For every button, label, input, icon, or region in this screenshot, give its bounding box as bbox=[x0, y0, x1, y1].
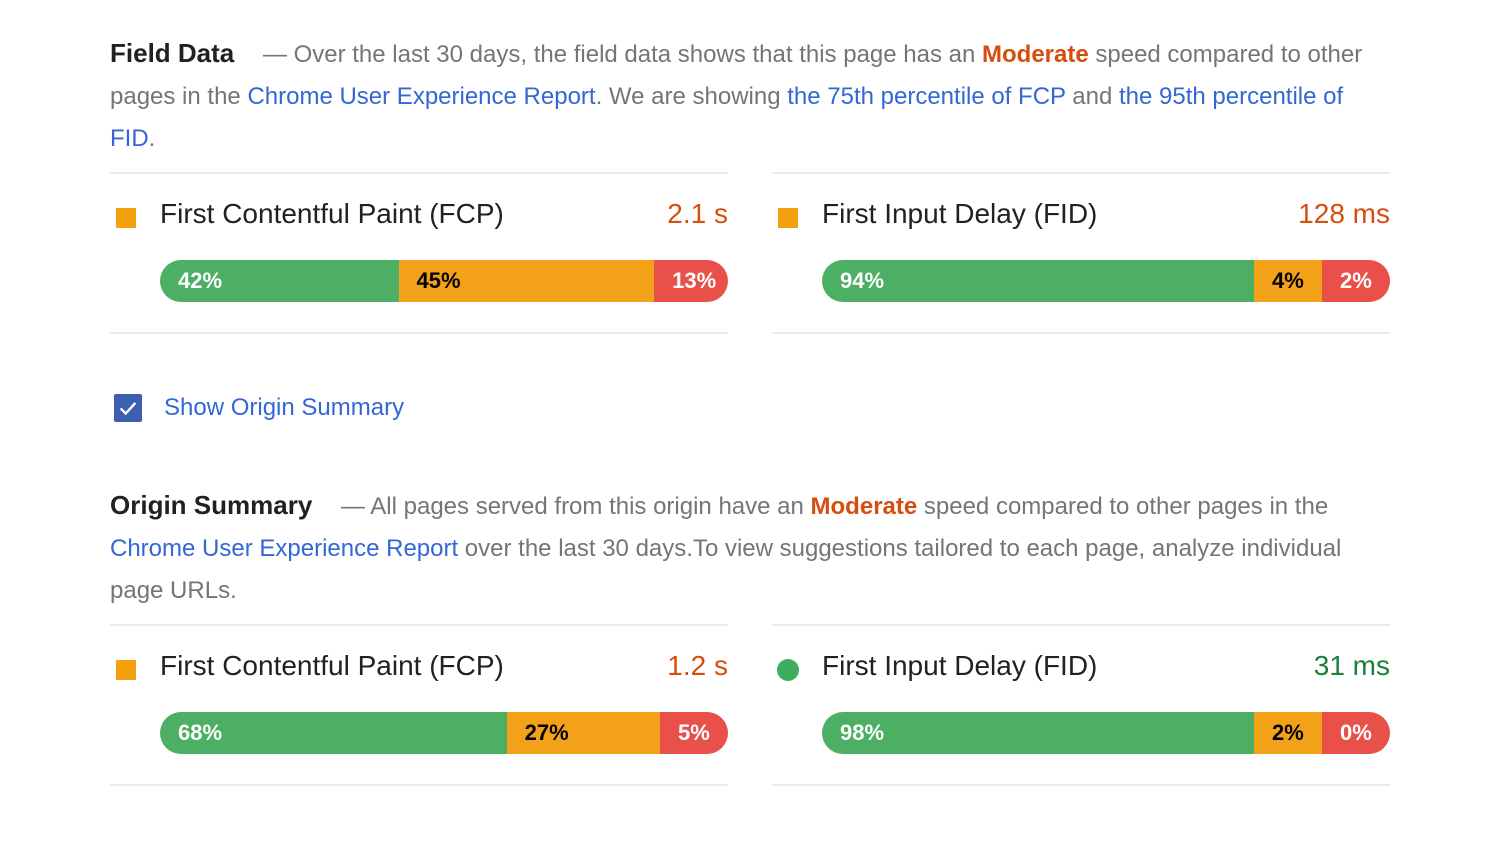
field-data-text-3: . We are showing bbox=[595, 83, 788, 110]
origin-text-2: speed compared to other pages in the bbox=[917, 493, 1329, 520]
fast-segment: 42% bbox=[160, 260, 399, 302]
field-fcp-metric: First Contentful Paint (FCP) 2.1 s 42% 4… bbox=[110, 172, 728, 334]
origin-fid-metric: First Input Delay (FID) 31 ms 98% 2% 0% bbox=[772, 624, 1390, 786]
origin-rating: Moderate bbox=[810, 493, 918, 520]
fid-percentile-link[interactable]: the 95th percentile of FID bbox=[110, 83, 1344, 152]
field-data-text-2: speed compared to other pages in the bbox=[110, 41, 1363, 110]
field-fid-metric: First Input Delay (FID) 128 ms 94% 4% 2% bbox=[772, 172, 1390, 334]
metric-value: 2.1 s bbox=[667, 198, 728, 229]
slow-segment: 5% bbox=[659, 712, 728, 754]
origin-summary-heading: Origin Summary bbox=[110, 490, 313, 520]
field-data-section: Field Data — Over the last 30 days, the … bbox=[110, 32, 1390, 160]
field-data-rating: Moderate bbox=[982, 41, 1089, 68]
metric-value: 1.2 s bbox=[667, 650, 728, 681]
fast-segment: 94% bbox=[822, 260, 1254, 302]
distribution-bar: 68% 27% 5% bbox=[160, 712, 728, 754]
distribution-bar: 98% 2% 0% bbox=[822, 712, 1390, 754]
average-segment: 2% bbox=[1254, 712, 1322, 754]
fast-circle-icon bbox=[777, 659, 799, 681]
show-origin-summary-toggle[interactable]: Show Origin Summary bbox=[114, 392, 404, 424]
fast-segment: 98% bbox=[822, 712, 1254, 754]
slow-segment: 2% bbox=[1322, 260, 1390, 302]
average-segment: 4% bbox=[1254, 260, 1322, 302]
chrome-ux-report-link[interactable]: Chrome User Experience Report bbox=[247, 83, 596, 110]
average-segment: 45% bbox=[398, 260, 655, 302]
field-data-description: Field Data — Over the last 30 days, the … bbox=[110, 32, 1390, 160]
origin-summary-label[interactable]: Show Origin Summary bbox=[164, 394, 405, 421]
slow-segment: 0% bbox=[1322, 712, 1390, 754]
slow-segment: 13% bbox=[654, 260, 728, 302]
moderate-square-icon bbox=[116, 208, 136, 228]
origin-summary-checkbox[interactable] bbox=[114, 394, 142, 422]
origin-chrome-ux-report-link[interactable]: Chrome User Experience Report bbox=[110, 535, 459, 562]
average-segment: 27% bbox=[506, 712, 660, 754]
field-data-metrics: First Contentful Paint (FCP) 2.1 s 42% 4… bbox=[110, 172, 1390, 334]
distribution-bar: 94% 4% 2% bbox=[822, 260, 1390, 302]
field-data-text-4: and bbox=[1065, 83, 1120, 110]
origin-text-3: over the last 30 days.To view suggestion… bbox=[110, 535, 1342, 604]
moderate-square-icon bbox=[116, 660, 136, 680]
checkmark-icon bbox=[119, 402, 137, 416]
origin-summary-description: Origin Summary — All pages served from t… bbox=[110, 484, 1390, 612]
origin-summary-section: Origin Summary — All pages served from t… bbox=[110, 484, 1390, 612]
field-data-heading: Field Data bbox=[110, 38, 235, 68]
field-data-text-5: . bbox=[148, 125, 156, 152]
metric-title: First Input Delay (FID) bbox=[822, 198, 1098, 229]
origin-summary-metrics: First Contentful Paint (FCP) 1.2 s 68% 2… bbox=[110, 624, 1390, 786]
fast-segment: 68% bbox=[160, 712, 507, 754]
metric-value: 128 ms bbox=[1298, 198, 1390, 229]
origin-fcp-metric: First Contentful Paint (FCP) 1.2 s 68% 2… bbox=[110, 624, 728, 786]
fcp-percentile-link[interactable]: the 75th percentile of FCP bbox=[787, 83, 1066, 110]
metric-title: First Contentful Paint (FCP) bbox=[160, 198, 504, 229]
origin-text-1: — All pages served from this origin have… bbox=[334, 493, 811, 520]
metric-title: First Input Delay (FID) bbox=[822, 650, 1098, 681]
metric-value: 31 ms bbox=[1313, 650, 1390, 681]
distribution-bar: 42% 45% 13% bbox=[160, 260, 728, 302]
field-data-text-1: — Over the last 30 days, the field data … bbox=[256, 41, 983, 68]
moderate-square-icon bbox=[778, 208, 798, 228]
metric-title: First Contentful Paint (FCP) bbox=[160, 650, 504, 681]
